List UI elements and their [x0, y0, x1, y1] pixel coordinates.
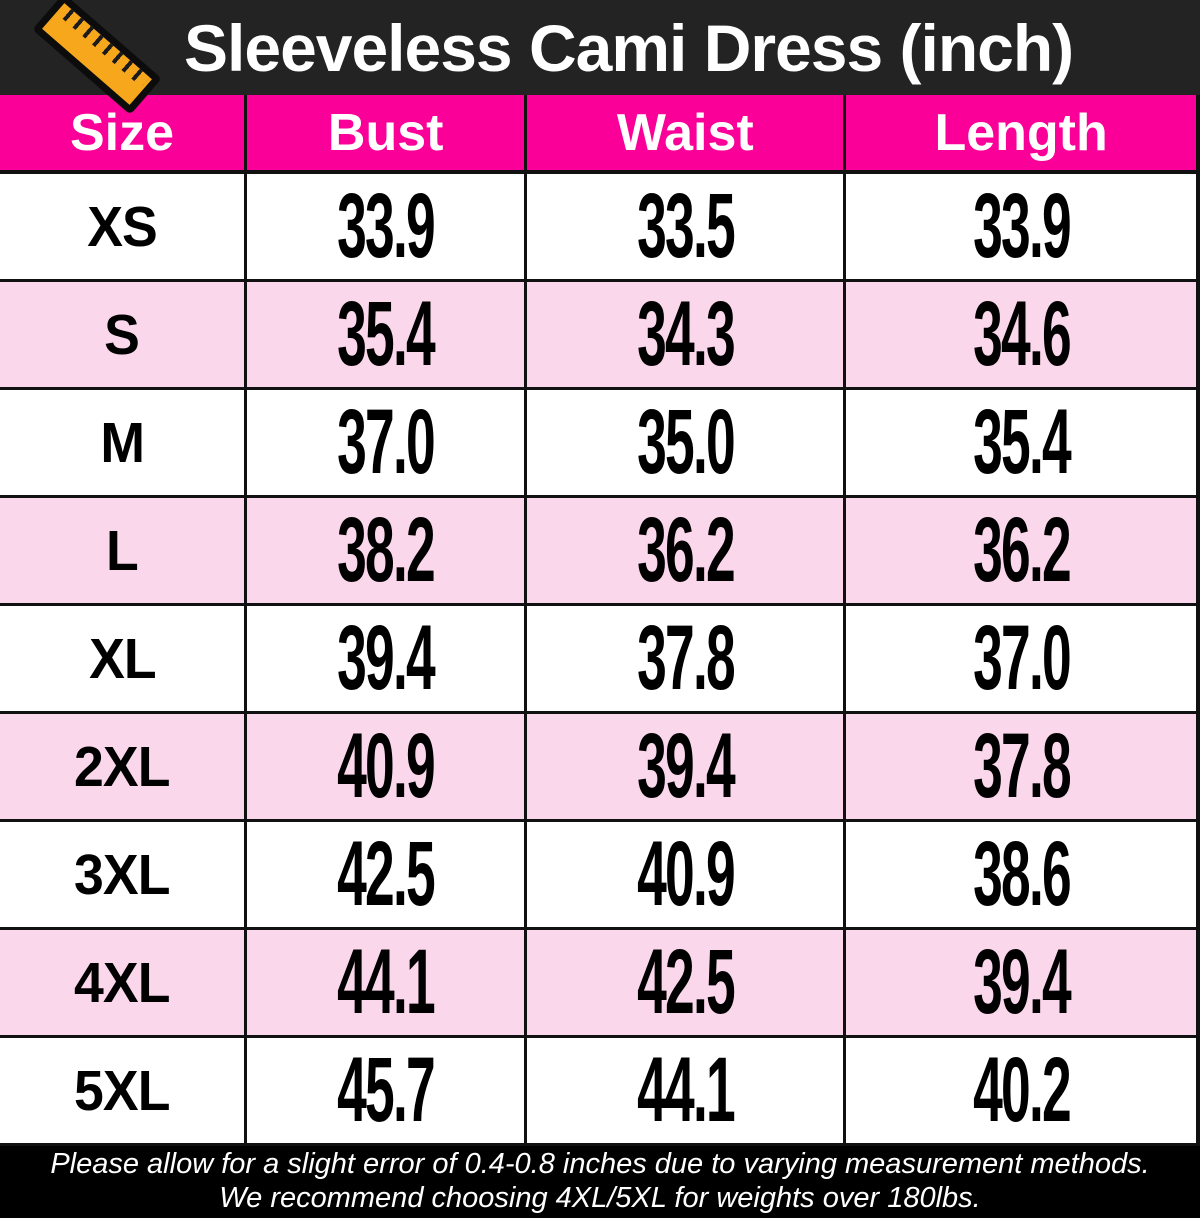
- bust-value: 39.4: [337, 607, 436, 709]
- cell-waist: 40.9: [527, 822, 847, 927]
- bust-value: 40.9: [337, 715, 436, 817]
- page-title: Sleeveless Cami Dress (inch): [184, 10, 1074, 85]
- table-row-l: L 38.2 36.2 36.2: [0, 498, 1196, 606]
- bust-value: 37.0: [337, 391, 436, 493]
- cell-length: 37.0: [846, 606, 1196, 711]
- length-value: 33.9: [972, 175, 1072, 277]
- cell-waist: 36.2: [527, 498, 847, 603]
- cell-size: 3XL: [0, 822, 247, 927]
- cell-waist: 37.8: [527, 606, 847, 711]
- column-header-size: Size: [0, 95, 247, 170]
- waist-value: 33.5: [636, 175, 736, 277]
- cell-waist: 35.0: [527, 390, 847, 495]
- size-value: XS: [87, 194, 158, 259]
- cell-waist: 33.5: [527, 174, 847, 279]
- cell-bust: 44.1: [247, 930, 528, 1035]
- cell-size: XL: [0, 606, 247, 711]
- cell-size: 4XL: [0, 930, 247, 1035]
- cell-size: L: [0, 498, 247, 603]
- cell-length: 34.6: [846, 282, 1196, 387]
- size-value: XL: [88, 626, 157, 691]
- table-row-m: M 37.0 35.0 35.4: [0, 390, 1196, 498]
- waist-value: 42.5: [636, 931, 736, 1033]
- size-value: L: [106, 518, 139, 583]
- size-value: 3XL: [74, 842, 170, 907]
- size-value: M: [100, 410, 145, 475]
- footnote-line-2: We recommend choosing 4XL/5XL for weight…: [219, 1182, 981, 1214]
- footnote-line-1: Please allow for a slight error of 0.4-0…: [50, 1148, 1150, 1181]
- size-table: Size Bust Waist Length XS 33.9 33.5 33.9…: [0, 95, 1200, 1146]
- cell-length: 35.4: [846, 390, 1196, 495]
- cell-waist: 39.4: [527, 714, 847, 819]
- waist-value: 39.4: [636, 715, 736, 817]
- size-value: 2XL: [74, 734, 170, 799]
- table-row-xl: XL 39.4 37.8 37.0: [0, 606, 1196, 714]
- cell-bust: 35.4: [247, 282, 528, 387]
- cell-bust: 37.0: [247, 390, 528, 495]
- waist-value: 36.2: [636, 499, 736, 601]
- title-bar: Sleeveless Cami Dress (inch): [0, 0, 1200, 115]
- cell-length: 33.9: [846, 174, 1196, 279]
- waist-value: 37.8: [636, 607, 736, 709]
- bust-value: 35.4: [337, 283, 436, 385]
- cell-size: 2XL: [0, 714, 247, 819]
- bust-value: 44.1: [337, 931, 436, 1033]
- table-row-5xl: 5XL 45.7 44.1 40.2: [0, 1038, 1196, 1146]
- bust-value: 42.5: [337, 823, 436, 925]
- table-row-s: S 35.4 34.3 34.6: [0, 282, 1196, 390]
- cell-bust: 45.7: [247, 1038, 528, 1143]
- footer-notes: Please allow for a slight error of 0.4-0…: [0, 1146, 1200, 1218]
- size-value: 4XL: [74, 950, 170, 1015]
- length-value: 34.6: [972, 283, 1072, 385]
- column-header-waist: Waist: [527, 95, 847, 170]
- length-value: 37.8: [972, 715, 1072, 817]
- cell-length: 39.4: [846, 930, 1196, 1035]
- length-value: 39.4: [972, 931, 1072, 1033]
- waist-value: 44.1: [636, 1039, 736, 1141]
- cell-size: XS: [0, 174, 247, 279]
- waist-value: 34.3: [636, 283, 736, 385]
- cell-size: M: [0, 390, 247, 495]
- bust-value: 33.9: [337, 175, 436, 277]
- size-value: S: [104, 302, 141, 367]
- cell-waist: 44.1: [527, 1038, 847, 1143]
- table-row-2xl: 2XL 40.9 39.4 37.8: [0, 714, 1196, 822]
- waist-value: 35.0: [636, 391, 736, 493]
- cell-length: 38.6: [846, 822, 1196, 927]
- length-value: 37.0: [972, 607, 1072, 709]
- length-value: 36.2: [972, 499, 1072, 601]
- cell-bust: 38.2: [247, 498, 528, 603]
- ruler-icon: [28, 0, 162, 115]
- waist-value: 40.9: [636, 823, 736, 925]
- cell-bust: 39.4: [247, 606, 528, 711]
- length-value: 40.2: [972, 1039, 1072, 1141]
- cell-length: 40.2: [846, 1038, 1196, 1143]
- table-row-3xl: 3XL 42.5 40.9 38.6: [0, 822, 1196, 930]
- cell-size: 5XL: [0, 1038, 247, 1143]
- column-header-length: Length: [934, 103, 1108, 162]
- cell-length: 36.2: [846, 498, 1196, 603]
- table-row-4xl: 4XL 44.1 42.5 39.4: [0, 930, 1196, 1038]
- cell-bust: 40.9: [247, 714, 528, 819]
- length-value: 35.4: [972, 391, 1072, 493]
- cell-bust: 33.9: [247, 174, 528, 279]
- length-value: 38.6: [972, 823, 1072, 925]
- bust-value: 45.7: [337, 1039, 436, 1141]
- column-header-bust: Bust: [247, 95, 528, 170]
- cell-waist: 34.3: [527, 282, 847, 387]
- cell-length: 37.8: [846, 714, 1196, 819]
- bust-value: 38.2: [337, 499, 436, 601]
- cell-bust: 42.5: [247, 822, 528, 927]
- table-row-xs: XS 33.9 33.5 33.9: [0, 174, 1196, 282]
- cell-waist: 42.5: [527, 930, 847, 1035]
- cell-size: S: [0, 282, 247, 387]
- table-header-row: Size Bust Waist Length: [0, 95, 1196, 174]
- size-value: 5XL: [74, 1058, 170, 1123]
